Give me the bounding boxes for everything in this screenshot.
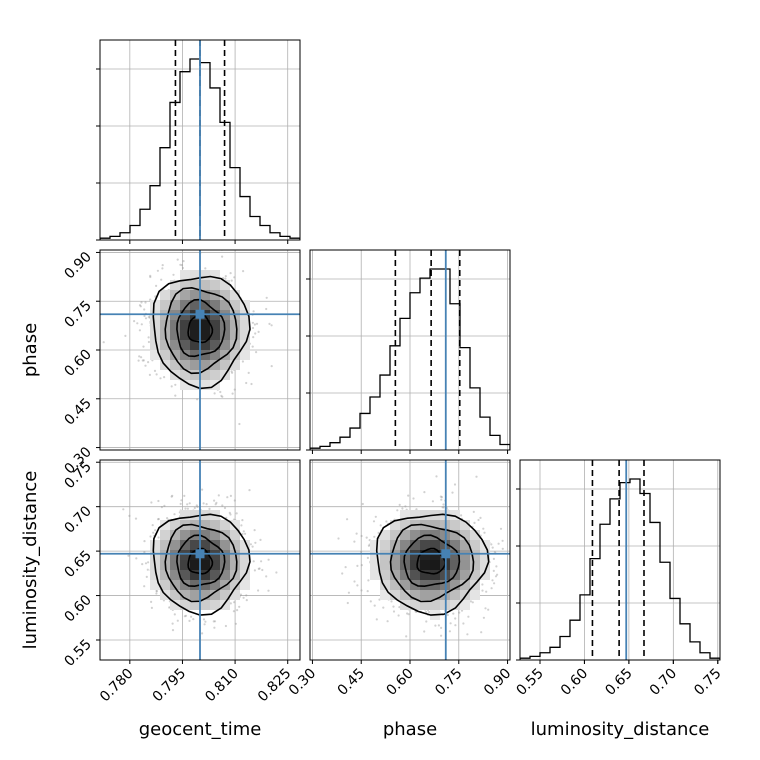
histogram-panel-luminosity_distance [516, 459, 721, 661]
x-axis-luminosity_distance: 0.55 0.60 0.65 0.70 0.75 luminosity_distance [513, 660, 725, 740]
contour-line [416, 547, 447, 575]
x-tick-label: 0.60 [383, 666, 416, 699]
x-axis-label: phase [383, 719, 437, 740]
contour-line [164, 286, 238, 375]
x-tick-label: 0.30 [286, 666, 319, 699]
truth-marker [441, 549, 451, 559]
y-tick-label: 0.75 [61, 298, 94, 331]
contour-line [187, 547, 214, 575]
x-tick-label: 0.780 [97, 666, 137, 706]
truth-marker [195, 309, 205, 319]
y-tick-label: 0.70 [61, 503, 94, 536]
histogram-step-luminosity_distance [520, 478, 720, 660]
contour-line [389, 523, 475, 603]
x-tick-label: 0.70 [647, 666, 680, 699]
x-tick-label: 0.810 [202, 666, 242, 706]
contour-line [375, 513, 490, 616]
y-tick-label: 0.90 [61, 249, 94, 282]
x-tick-label: 0.90 [481, 666, 514, 699]
density-content [100, 460, 300, 660]
y-tick-label: 0.65 [61, 548, 94, 581]
density-panel-geocent_time-vs-luminosity_distance [99, 459, 301, 661]
contour-line [164, 523, 238, 603]
x-tick-label: 0.795 [150, 666, 190, 706]
contour-line [152, 275, 251, 390]
contour-line [176, 534, 226, 588]
x-tick-label: 0.60 [558, 666, 591, 699]
x-tick-label: 0.65 [602, 666, 635, 699]
y-tick-label: 0.60 [61, 592, 94, 625]
panel-frame [519, 459, 721, 661]
contour-line [403, 534, 461, 588]
y-axis-label: luminosity_distance [20, 471, 41, 650]
panel-frame [99, 459, 301, 661]
histogram-panel-geocent_time [96, 39, 301, 241]
x-tick-label: 0.55 [513, 666, 546, 699]
panel-frame [99, 39, 301, 241]
density-panel-phase-vs-luminosity_distance [309, 459, 511, 661]
y-tick-label: 0.45 [61, 395, 94, 428]
density-content [310, 460, 510, 660]
y-axis-label: phase [20, 323, 41, 377]
x-tick-label: 0.75 [432, 666, 465, 699]
density-content [100, 250, 300, 450]
x-axis-label: geocent_time [139, 719, 262, 740]
x-tick-label: 0.45 [335, 666, 368, 699]
x-axis-label: luminosity_distance [531, 719, 710, 740]
y-tick-label: 0.60 [61, 347, 94, 380]
histogram-step-phase [310, 268, 510, 450]
contour-line [187, 313, 214, 344]
truth-marker [195, 549, 205, 559]
density-panel-geocent_time-vs-phase [99, 249, 301, 451]
contour-line [176, 298, 226, 358]
y-tick-label: 0.55 [61, 637, 94, 670]
x-tick-label: 0.75 [691, 666, 724, 699]
histogram-panel-phase [306, 249, 511, 451]
contour-line [152, 513, 251, 616]
